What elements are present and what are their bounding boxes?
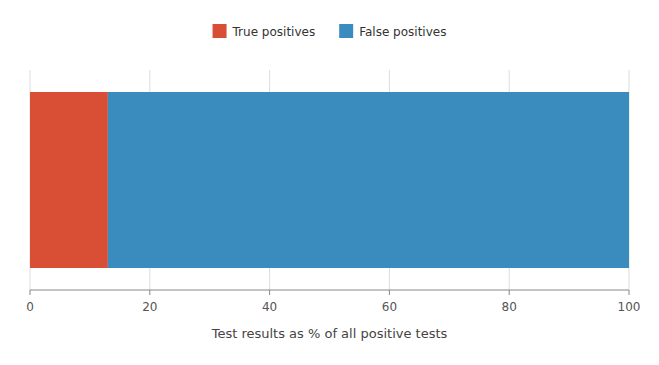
- tick-label: 20: [142, 300, 157, 314]
- tick-mark: [389, 290, 390, 295]
- tick-mark: [30, 290, 31, 295]
- legend: True positives False positives: [213, 24, 447, 39]
- tick-label: 40: [262, 300, 277, 314]
- axis-line: [30, 290, 629, 291]
- tick-mark: [269, 290, 270, 295]
- tick-label: 0: [26, 300, 34, 314]
- tick-label: 100: [618, 300, 641, 314]
- bar-segment: [30, 92, 108, 268]
- bar-segment: [108, 92, 629, 268]
- tick-label: 80: [502, 300, 517, 314]
- chart-svg: 0 20 40 60 80 100 Test results as % of all pos…: [0, 0, 659, 365]
- x-axis-label: Test results as % of all positive tests: [211, 326, 448, 341]
- tick-mark: [629, 290, 630, 295]
- chart-container: 0 20 40 60 80 100 Test results as % of all pos…: [0, 0, 659, 365]
- bars: [30, 92, 629, 268]
- tick-label: 60: [382, 300, 397, 314]
- legend-item: False positives: [339, 24, 446, 39]
- grid: [30, 70, 629, 290]
- legend-label: False positives: [359, 25, 446, 39]
- legend-label: True positives: [232, 25, 316, 39]
- x-axis: 0 20 40 60 80 100: [26, 290, 640, 314]
- legend-swatch: [339, 24, 353, 38]
- legend-item: True positives: [213, 24, 316, 39]
- tick-mark: [509, 290, 510, 295]
- legend-swatch: [213, 24, 227, 38]
- tick-mark: [149, 290, 150, 295]
